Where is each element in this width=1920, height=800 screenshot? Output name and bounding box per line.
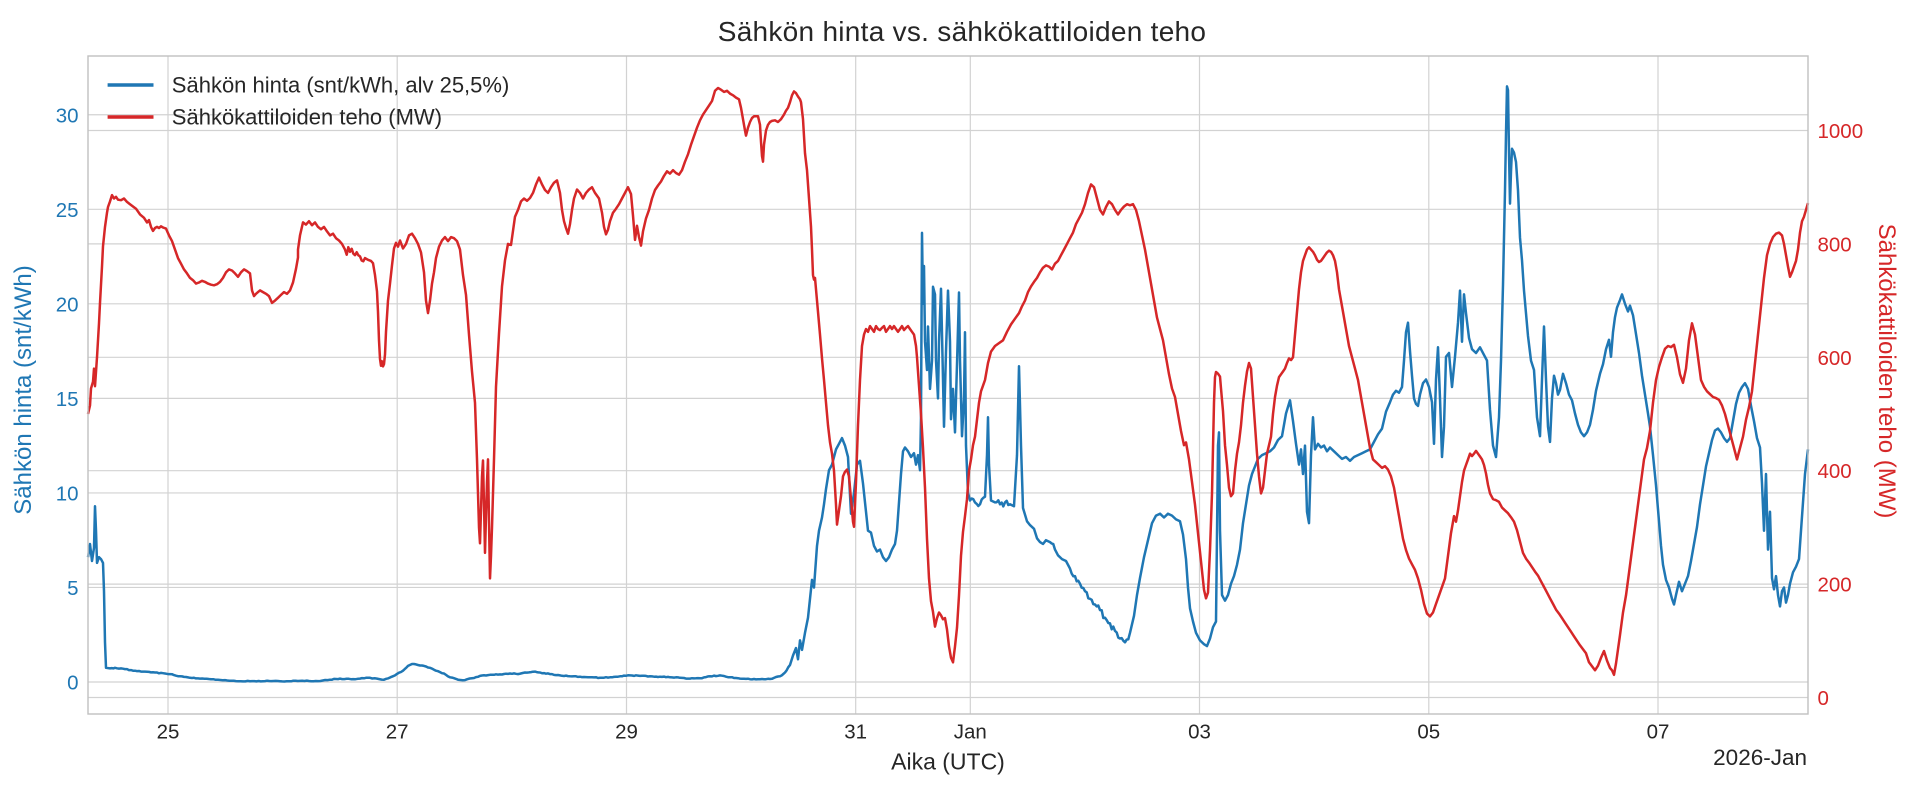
svg-text:07: 07 xyxy=(1647,721,1670,744)
svg-text:400: 400 xyxy=(1818,460,1852,483)
svg-text:Sähkökattiloiden teho (MW): Sähkökattiloiden teho (MW) xyxy=(172,105,442,130)
svg-text:0: 0 xyxy=(1818,687,1829,710)
svg-text:Aika (UTC): Aika (UTC) xyxy=(891,749,1005,775)
svg-text:03: 03 xyxy=(1188,721,1211,744)
svg-text:31: 31 xyxy=(844,721,867,744)
svg-text:10: 10 xyxy=(56,482,79,505)
svg-text:05: 05 xyxy=(1417,721,1440,744)
svg-text:29: 29 xyxy=(615,721,638,744)
svg-text:27: 27 xyxy=(386,721,409,744)
svg-text:25: 25 xyxy=(157,721,180,744)
svg-text:30: 30 xyxy=(56,104,79,127)
svg-text:0: 0 xyxy=(67,672,78,695)
svg-text:600: 600 xyxy=(1818,347,1852,370)
svg-text:5: 5 xyxy=(67,577,78,600)
svg-text:Jan: Jan xyxy=(954,721,987,744)
svg-text:15: 15 xyxy=(56,388,79,411)
svg-text:800: 800 xyxy=(1818,233,1852,256)
svg-text:Sähkön hinta (snt/kWh): Sähkön hinta (snt/kWh) xyxy=(10,265,37,514)
svg-text:1000: 1000 xyxy=(1818,120,1864,143)
svg-text:2026-Jan: 2026-Jan xyxy=(1713,745,1807,770)
svg-text:25: 25 xyxy=(56,199,79,222)
svg-text:200: 200 xyxy=(1818,574,1852,597)
svg-text:Sähkökattiloiden teho (MW): Sähkökattiloiden teho (MW) xyxy=(1873,224,1900,519)
svg-text:20: 20 xyxy=(56,293,79,316)
svg-text:Sähkön hinta (snt/kWh, alv 25,: Sähkön hinta (snt/kWh, alv 25,5%) xyxy=(172,73,510,98)
svg-text:Sähkön hinta vs. sähkökattiloi: Sähkön hinta vs. sähkökattiloiden teho xyxy=(718,16,1207,47)
